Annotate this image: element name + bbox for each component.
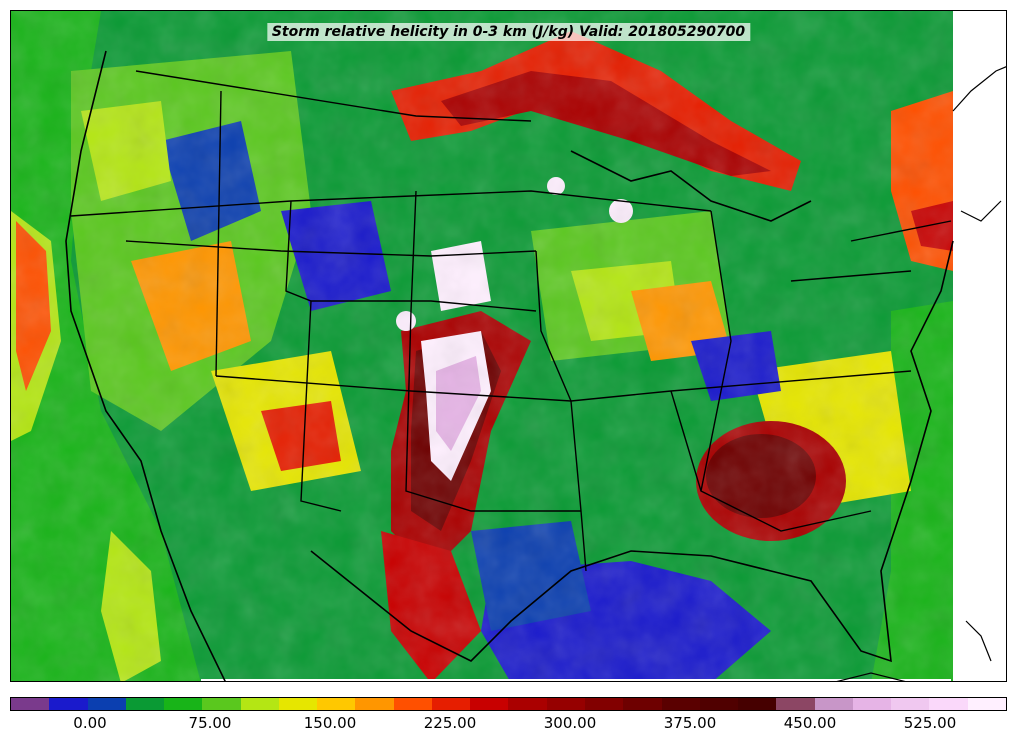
- colorbar-swatch: [661, 698, 700, 710]
- colorbar-tick-label: 300.00: [543, 714, 597, 732]
- colorbar-swatch: [49, 698, 88, 710]
- colorbar-ticks: 0.00 75.00 150.00 225.00 300.00 375.00 450.00 5…: [10, 714, 1007, 734]
- colorbar-swatch: [11, 698, 50, 710]
- colorbar-tick-label: 225.00: [423, 714, 477, 732]
- colorbar-swatch: [699, 698, 739, 710]
- colorbar-swatch: [470, 698, 509, 710]
- colorbar-tick-label: 75.00: [188, 714, 232, 732]
- colorbar-swatch: [776, 698, 815, 710]
- colorbar-tick-label: 0.00: [73, 714, 107, 732]
- colorbar-swatch: [355, 698, 394, 710]
- colorbar-swatch: [852, 698, 892, 710]
- colorbar-tick-label: 450.00: [783, 714, 837, 732]
- colorbar-tick-label: 525.00: [903, 714, 957, 732]
- colorbar-swatch: [929, 698, 968, 710]
- colorbar-swatch: [623, 698, 662, 710]
- colorbar-swatch: [202, 698, 241, 710]
- helicity-field-map: [11, 11, 1006, 681]
- canada-coastline: [836, 66, 1006, 681]
- colorbar-swatch: [814, 698, 853, 710]
- colorbar-swatch: [508, 698, 547, 710]
- colorbar-swatch: [967, 698, 1006, 710]
- colorbar-swatch: [431, 698, 471, 710]
- colorbar-swatch: [125, 698, 165, 710]
- colorbar-tick-label: 150.00: [303, 714, 357, 732]
- colorbar: [10, 697, 1007, 711]
- colorbar-swatch: [738, 698, 777, 710]
- coastlines: [65, 50, 954, 681]
- map-panel: Storm relative helicity in 0-3 km (J/kg)…: [10, 10, 1007, 682]
- colorbar-swatch: [317, 698, 356, 710]
- colorbar-swatch: [87, 698, 126, 710]
- colorbar-swatch: [546, 698, 585, 710]
- map-title: Storm relative helicity in 0-3 km (J/kg)…: [266, 23, 751, 41]
- colorbar-swatch: [393, 698, 432, 710]
- canada-unshaded: [953, 11, 1006, 681]
- colorbar-swatch: [584, 698, 624, 710]
- colorbar-swatch: [891, 698, 930, 710]
- field-texture: [11, 11, 1006, 681]
- colorbar-tick-label: 375.00: [663, 714, 717, 732]
- unshaded-bottom: [201, 679, 951, 681]
- colorbar-swatch: [278, 698, 318, 710]
- state-boundaries: [70, 70, 952, 572]
- colorbar-swatch: [164, 698, 203, 710]
- colorbar-swatch: [240, 698, 279, 710]
